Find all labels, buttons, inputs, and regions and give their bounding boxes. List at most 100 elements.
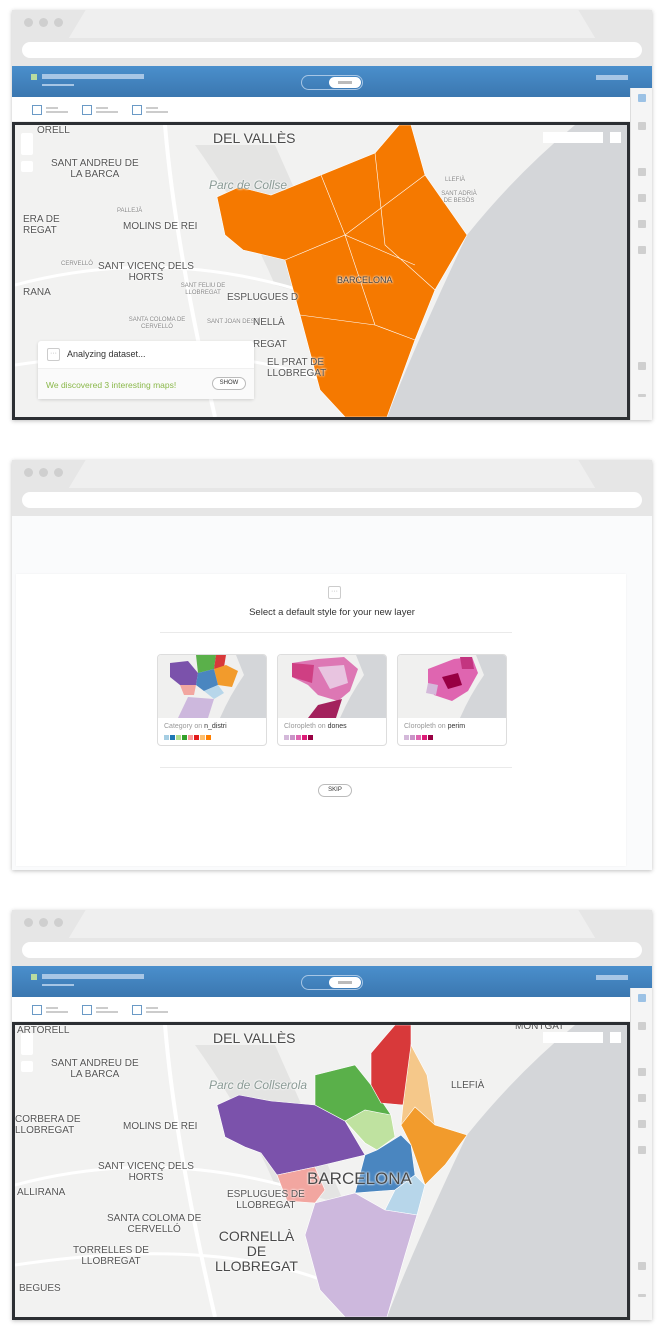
map-label: RANA: [23, 287, 51, 298]
toolbar-item-1[interactable]: [32, 1005, 72, 1017]
color-swatches: [404, 735, 433, 740]
browser-tab[interactable]: [68, 460, 596, 488]
toolbar-item-3[interactable]: [132, 1005, 172, 1017]
map-label: ESPLUGUES D: [227, 292, 299, 303]
district-layer: [216, 1025, 468, 1317]
color-swatch: [170, 735, 175, 740]
toolbar-item-2[interactable]: [82, 105, 122, 117]
zoom-in-button[interactable]: [21, 133, 33, 155]
basemap: [15, 1025, 627, 1317]
style-card-cloropleth-dones[interactable]: Cloropleth on dones: [277, 654, 387, 746]
panel-tab-icon[interactable]: [638, 220, 646, 228]
map-label: BEGUES: [19, 1283, 61, 1294]
panel-tab-icon[interactable]: [638, 362, 646, 370]
basemap: [15, 125, 627, 417]
map-label-barcelona: BARCELONA: [337, 275, 393, 285]
map-canvas[interactable]: ORELL DEL VALLÈS SANT ANDREU DE LA BARCA …: [12, 122, 630, 420]
tool-icon: [82, 1005, 92, 1015]
panel-tab-icon[interactable]: [638, 1068, 646, 1076]
panel-tab-icon[interactable]: [638, 1120, 646, 1128]
address-bar[interactable]: [22, 492, 642, 508]
map-label: SANT FELIU DE LLOBREGAT: [180, 283, 226, 296]
map-search-button[interactable]: [610, 132, 621, 143]
browser-chrome: [12, 10, 652, 66]
map-label: MOLINS DE REI: [123, 221, 198, 232]
panel-tab-icon[interactable]: [638, 1262, 646, 1270]
show-button[interactable]: SHOW: [212, 377, 246, 390]
collapse-icon[interactable]: [638, 394, 646, 397]
map-search-input[interactable]: [543, 1032, 603, 1043]
map-search-button[interactable]: [610, 1032, 621, 1043]
window-close-button[interactable]: [24, 468, 33, 477]
panel-tab-icon[interactable]: [638, 246, 646, 254]
style-card-cloropleth-perim[interactable]: Cloropleth on perim: [397, 654, 507, 746]
divider: [160, 632, 512, 633]
map-label: ALLIRANA: [17, 1187, 66, 1198]
panel-tab-icon[interactable]: [638, 1146, 646, 1154]
zoom-in-button[interactable]: [21, 1033, 33, 1055]
road: [163, 1025, 217, 1317]
browser-tab[interactable]: [68, 10, 596, 38]
toggle-knob: [329, 977, 361, 988]
panel-tab-icon[interactable]: [638, 1022, 646, 1030]
address-bar[interactable]: [22, 42, 642, 58]
window-minimize-button[interactable]: [39, 918, 48, 927]
header-action-placeholder[interactable]: [596, 75, 628, 80]
right-panel-tabs: [630, 88, 652, 420]
collapse-icon[interactable]: [638, 1294, 646, 1297]
map-label: Parc de Collse: [209, 178, 288, 192]
panel-tab-icon[interactable]: [638, 194, 646, 202]
zoom-out-button[interactable]: [21, 161, 33, 172]
map-subtitle-placeholder: [42, 84, 74, 86]
panel-tab-icon[interactable]: [638, 168, 646, 176]
panel-tab-icon[interactable]: [638, 122, 646, 130]
toolbar: [12, 997, 630, 1022]
address-bar[interactable]: [22, 942, 642, 958]
map-label: NELLÀ REGAT: [253, 317, 287, 350]
map-title-placeholder[interactable]: [42, 974, 144, 979]
panel-tab-icon[interactable]: [638, 1094, 646, 1102]
map-label: EL PRAT DE LLOBREGAT: [267, 357, 327, 379]
style-card-category[interactable]: Category on n_distri: [157, 654, 267, 746]
color-swatch: [206, 735, 211, 740]
dialog-title: Select a default style for your new laye…: [249, 607, 415, 618]
color-swatch: [308, 735, 313, 740]
road: [15, 1252, 336, 1287]
sea: [387, 125, 627, 417]
district-polygon: [384, 1174, 426, 1216]
browser-tab[interactable]: [68, 910, 596, 938]
map-search-input[interactable]: [543, 132, 603, 143]
window-minimize-button[interactable]: [39, 468, 48, 477]
color-swatch: [284, 735, 289, 740]
color-swatch: [428, 735, 433, 740]
map-data-view-toggle[interactable]: [301, 75, 363, 90]
map-title-placeholder[interactable]: [42, 74, 144, 79]
zoom-out-button[interactable]: [21, 1061, 33, 1072]
map-label: ORELL: [37, 125, 70, 136]
layers-tab-icon[interactable]: [638, 94, 646, 102]
map-label: ERA DE REGAT: [23, 214, 60, 236]
window-close-button[interactable]: [24, 918, 33, 927]
color-swatch: [416, 735, 421, 740]
layers-tab-icon[interactable]: [638, 994, 646, 1002]
window-minimize-button[interactable]: [39, 18, 48, 27]
map-data-view-toggle[interactable]: [301, 975, 363, 990]
window-maximize-button[interactable]: [54, 18, 63, 27]
color-swatch: [302, 735, 307, 740]
window-close-button[interactable]: [24, 18, 33, 27]
road: [15, 1165, 316, 1197]
header-action-placeholder[interactable]: [596, 975, 628, 980]
toolbar-item-1[interactable]: [32, 105, 72, 117]
notification-title: Analyzing dataset...: [67, 349, 146, 359]
window-maximize-button[interactable]: [54, 918, 63, 927]
skip-button[interactable]: SKIP: [318, 784, 352, 797]
toolbar-item-3[interactable]: [132, 105, 172, 117]
app-header: [12, 66, 652, 97]
color-swatch: [182, 735, 187, 740]
card-label: Category on n_distri: [164, 723, 227, 730]
road: [15, 265, 316, 297]
district-polygon: [276, 1166, 326, 1204]
window-maximize-button[interactable]: [54, 468, 63, 477]
toolbar-item-2[interactable]: [82, 1005, 122, 1017]
map-canvas[interactable]: ARTORELL MONTGAT DEL VALLÈS SANT ANDREU …: [12, 1022, 630, 1320]
